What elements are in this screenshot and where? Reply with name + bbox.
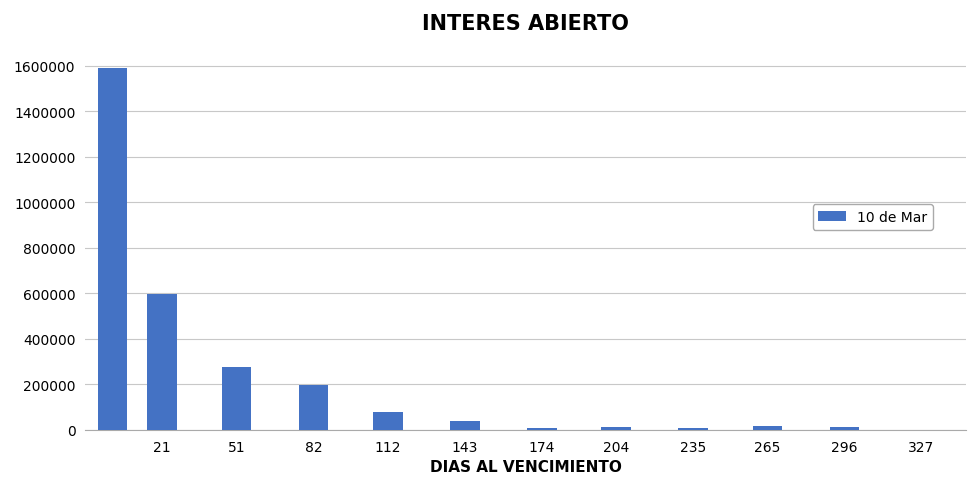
X-axis label: DIAS AL VENCIMIENTO: DIAS AL VENCIMIENTO [429, 459, 621, 474]
Bar [830, 427, 859, 430]
Bar [602, 427, 631, 430]
Bar [147, 295, 177, 430]
Bar [299, 386, 328, 430]
Bar [527, 427, 557, 430]
Title: INTERES ABIERTO: INTERES ABIERTO [422, 14, 629, 34]
Bar [373, 412, 403, 430]
Bar [753, 427, 782, 430]
Bar [678, 427, 708, 430]
Bar [450, 421, 479, 430]
Bar [98, 69, 127, 430]
Legend: 10 de Mar: 10 de Mar [812, 205, 933, 230]
Bar [221, 367, 252, 430]
